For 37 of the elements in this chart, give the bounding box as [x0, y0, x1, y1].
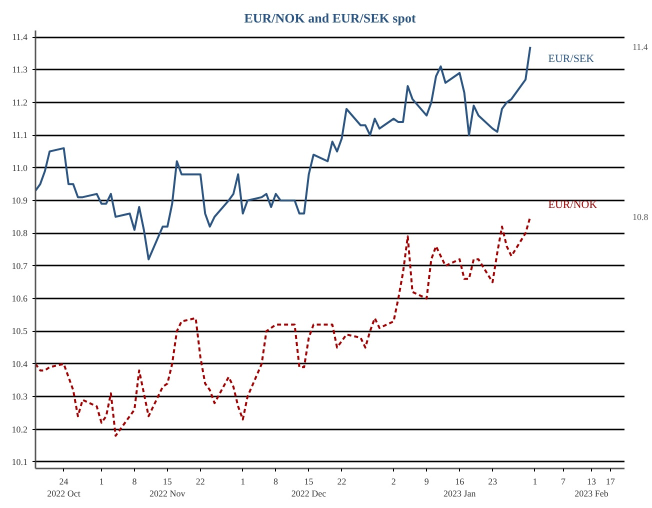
line-series	[36, 216, 532, 437]
y-tick-label: 11.3	[12, 64, 28, 75]
y-tick-label: 10.9	[12, 195, 28, 206]
chart-title: EUR/NOK and EUR/SEK spot	[244, 10, 416, 26]
x-tick-label: 7	[560, 476, 566, 486]
line-series	[36, 46, 532, 260]
x-tick-label: 22	[337, 476, 346, 486]
y-tick-label: 10.3	[12, 392, 28, 402]
x-tick-label: 22	[196, 476, 205, 486]
series-label: EUR/NOK	[548, 198, 598, 211]
x-tick-label: 8	[132, 476, 138, 486]
y-tick-label: 10.1	[12, 456, 28, 467]
x-tick-label: 16 2023 Jan	[443, 476, 476, 498]
y-tick-label: 10.7	[12, 260, 28, 271]
x-tick-label: 8	[274, 476, 279, 486]
x-tick-label: 1	[99, 476, 104, 486]
text: 10.8	[632, 212, 649, 222]
x-tick-label: 2	[391, 476, 396, 486]
x-tick-label: 9	[424, 476, 430, 486]
y-tick-label: 11.4	[12, 32, 28, 42]
y-tick-label: 10.4	[12, 358, 28, 369]
text: 11.4	[632, 42, 648, 52]
x-tick-label: 23	[488, 476, 498, 486]
y-tick-label: 10.8	[12, 228, 28, 238]
x-tick-label: 17	[606, 476, 616, 486]
y-tick-label: 11.1	[12, 130, 28, 140]
y-tick-label: 11.2	[12, 97, 28, 108]
series-label: EUR/SEK	[548, 52, 594, 65]
x-tick-label: 15 2022 Dec	[291, 476, 326, 498]
x-tick-label: 1	[532, 476, 538, 486]
y-tick-label: 10.5	[12, 326, 28, 336]
y-tick-label: 10.2	[12, 424, 28, 434]
x-tick-label: 15 2022 Nov	[150, 476, 186, 498]
x-tick-label: 1	[240, 476, 246, 486]
y-tick-label: 11.0	[12, 162, 28, 173]
x-tick-label: 24 2022 Oct	[47, 476, 81, 498]
y-tick-label: 10.6	[12, 294, 28, 304]
